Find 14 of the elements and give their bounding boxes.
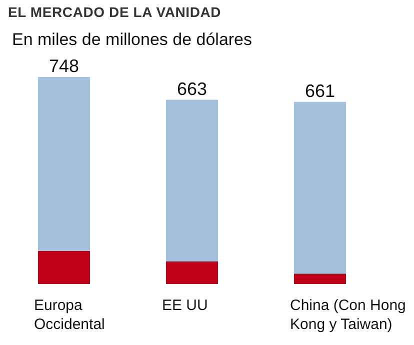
bar — [38, 77, 90, 251]
x-tick-label: Europa Occidental — [34, 297, 105, 333]
chart-title: EL MERCADO DE LA VANIDAD — [8, 4, 222, 20]
annotation: 663 — [176, 78, 208, 99]
bar — [38, 250, 90, 284]
annotation: 661 — [304, 80, 336, 101]
x-tick-label: China (Con Hong Kong y Taiwan) — [290, 297, 406, 333]
bar — [166, 261, 218, 284]
chart-subtitle: En miles de millones de dólares — [12, 30, 252, 50]
bar — [166, 100, 218, 262]
annotation: 748 — [48, 56, 80, 76]
x-tick-label: EE UU — [162, 297, 208, 314]
bar — [294, 102, 346, 274]
bar — [294, 274, 346, 284]
